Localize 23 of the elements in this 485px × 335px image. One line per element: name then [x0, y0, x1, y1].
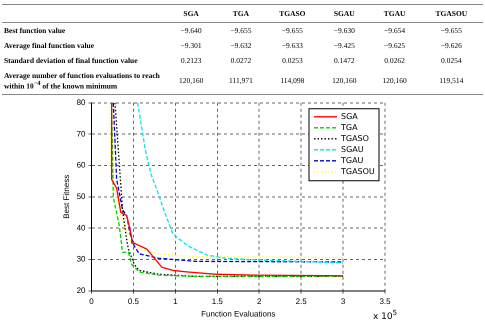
y-tick-label: 50 — [76, 192, 86, 201]
legend-label: TGA — [340, 122, 358, 132]
x-tick-label: 1.5 — [212, 296, 224, 306]
legend-label: SGA — [341, 111, 358, 120]
x-axis-title: Function Evaluations — [201, 308, 276, 318]
y-tick-label: 70 — [76, 128, 86, 138]
legend-label: TGASOU — [340, 166, 375, 176]
y-tick-label: 60 — [76, 160, 86, 170]
legend-label: TGASO — [340, 133, 369, 142]
y-tick-label: 80 — [76, 98, 86, 107]
y-axis-title: Best Fitness — [62, 174, 72, 218]
y-tick-label: 20 — [76, 286, 86, 295]
y-tick-label: 40 — [76, 222, 86, 232]
x-tick-label: 2.5 — [296, 296, 308, 306]
legend-label: TGAU — [340, 155, 364, 164]
x-tick-label: 3 — [340, 296, 346, 306]
legend-label: SGAU — [341, 144, 364, 154]
x-tick-label: 2 — [256, 296, 262, 306]
x-tick-label: 3.5 — [379, 296, 392, 306]
x-tick-label: 0 — [89, 296, 94, 306]
y-tick-label: 30 — [76, 254, 86, 264]
x-tick-label: 1 — [173, 296, 178, 306]
x-tick-label: 0.5 — [128, 296, 140, 306]
